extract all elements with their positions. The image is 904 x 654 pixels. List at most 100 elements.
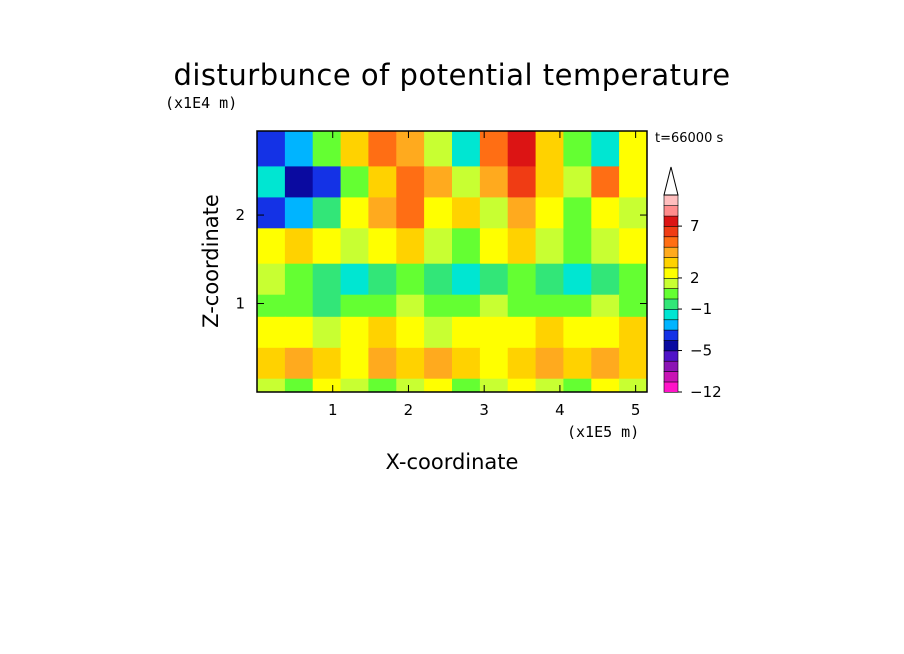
field-cell (257, 228, 286, 265)
colorbar-swatch (663, 360, 679, 372)
field-cell (619, 316, 647, 349)
field-cell (424, 131, 453, 167)
field-cell (591, 294, 620, 318)
field-cell (284, 263, 314, 296)
field-cell (312, 228, 342, 265)
chart-title: disturbunce of potential temperature (173, 58, 730, 92)
colorbar-swatch (663, 308, 679, 321)
colorbar-swatch (663, 350, 679, 362)
field-cell (619, 166, 647, 198)
field-cell (340, 347, 370, 380)
field-cell (340, 166, 370, 198)
x-unit-label: (x1E5 m) (567, 423, 639, 441)
field-cell (452, 263, 481, 296)
field-cell (563, 166, 592, 198)
field-cell (396, 263, 425, 296)
field-cell (396, 316, 425, 349)
field-cell (563, 263, 592, 296)
x-axis-label: X-coordinate (386, 450, 519, 474)
field-cell (452, 131, 481, 167)
colorbar-label: 2 (690, 269, 700, 287)
field-cell (452, 294, 481, 318)
field-cell (284, 197, 314, 229)
field-cell (563, 228, 592, 265)
field-cell (424, 378, 453, 392)
field-cell (368, 131, 397, 167)
colorbar-swatch (663, 319, 679, 331)
colorbar-swatch (663, 298, 679, 310)
x-tick-label: 3 (479, 401, 489, 419)
x-tick-label: 1 (328, 401, 338, 419)
field-cell (591, 197, 620, 229)
colorbar-label: −12 (690, 383, 722, 401)
field-cell (284, 166, 314, 198)
field-cell (396, 197, 425, 229)
field-cell (257, 316, 286, 349)
colorbar: 7 2 −1 −5 −12 (663, 166, 722, 401)
field-cell (257, 131, 286, 167)
field-cell (591, 263, 620, 296)
field-cell (507, 197, 537, 229)
field-cell (312, 197, 342, 229)
field-cell (591, 166, 620, 198)
field-cell (368, 228, 397, 265)
y-tick-label: 2 (235, 206, 245, 224)
colorbar-extension (663, 166, 679, 196)
field-cell (396, 228, 425, 265)
field-cell (368, 316, 397, 349)
field-cell (535, 294, 565, 318)
field-cell (368, 197, 397, 229)
field-cell (340, 197, 370, 229)
field-cell (368, 294, 397, 318)
field-cell (479, 228, 509, 265)
field-cell (619, 294, 647, 318)
field-cell (257, 197, 286, 229)
colorbar-swatch (663, 381, 679, 393)
field-cell (396, 347, 425, 380)
field-cell (479, 378, 509, 392)
x-axis: 1 2 3 4 5 (328, 131, 640, 419)
field-cell (479, 263, 509, 296)
field-cell (340, 294, 370, 318)
field-cell (479, 347, 509, 380)
field-cell (424, 197, 453, 229)
field-cell (619, 263, 647, 296)
field-cell (507, 294, 537, 318)
colorbar-swatch (663, 256, 679, 269)
colorbar-swatch (663, 287, 679, 300)
time-label: t=66000 s (655, 131, 723, 146)
field-cell (619, 378, 647, 392)
field-cell (535, 228, 565, 265)
field-cell (396, 131, 425, 167)
field-cell (312, 131, 342, 167)
colorbar-swatch (663, 329, 679, 341)
field-cell (424, 166, 453, 198)
colorbar-swatch (663, 194, 679, 206)
field-cell (424, 228, 453, 265)
field-cell (396, 166, 425, 198)
field-cell (452, 347, 481, 380)
field-cell (396, 294, 425, 318)
field-cell (284, 347, 314, 380)
x-tick-label: 2 (404, 401, 414, 419)
field-cell (535, 131, 565, 167)
field-cell (507, 378, 537, 392)
field-cell (619, 197, 647, 229)
field-cell (312, 263, 342, 296)
field-cell (535, 263, 565, 296)
field-cell (257, 378, 286, 392)
field-cell (591, 347, 620, 380)
contour-field (257, 131, 647, 392)
field-cell (284, 316, 314, 349)
field-cell (535, 166, 565, 198)
field-cell (563, 131, 592, 167)
colorbar-swatch (663, 339, 679, 352)
field-cell (368, 378, 397, 392)
field-cell (368, 347, 397, 380)
colorbar-swatch (663, 215, 679, 227)
colorbar-label: 7 (690, 217, 700, 235)
y-unit-label: (x1E4 m) (165, 94, 237, 112)
plot-frame (256, 130, 648, 393)
field-cell (563, 316, 592, 349)
